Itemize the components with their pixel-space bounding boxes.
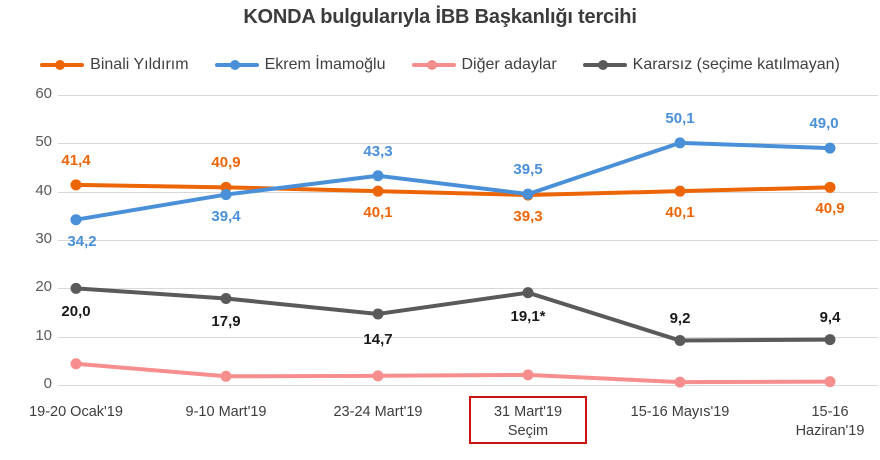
gridline: [58, 143, 878, 145]
data-point[interactable]: [522, 369, 534, 381]
data-point-label: 14,7: [363, 330, 393, 348]
data-point[interactable]: [372, 308, 384, 320]
x-axis-label: 23-24 Mart'19: [333, 404, 423, 420]
data-point-label: 39,3: [513, 208, 543, 226]
data-point-label: 41,4: [61, 151, 91, 169]
data-point[interactable]: [674, 185, 686, 197]
legend-label: Ekrem İmamoğlu: [264, 56, 386, 73]
y-axis-tick-label: 50: [35, 133, 52, 151]
data-point-label: 50,1: [665, 109, 695, 127]
data-point[interactable]: [220, 189, 232, 201]
data-point-label: 20,0: [61, 303, 91, 321]
data-point-label: 40,9: [211, 154, 241, 172]
gridline: [58, 336, 878, 338]
data-point[interactable]: [522, 188, 534, 200]
data-point-label: 34,2: [67, 232, 97, 250]
data-point[interactable]: [70, 179, 82, 191]
gridline: [58, 288, 878, 290]
data-point[interactable]: [70, 214, 82, 226]
data-point-label: 9,4: [819, 308, 841, 326]
data-point[interactable]: [70, 282, 82, 294]
data-point-label: 9,2: [669, 309, 691, 327]
data-point-label: 40,1: [363, 204, 393, 222]
gridline: [58, 385, 878, 386]
series-line: [74, 286, 832, 343]
data-point[interactable]: [372, 185, 384, 197]
gridline: [58, 95, 878, 96]
legend-marker-icon: [582, 58, 627, 72]
legend-label: Kararsız (seçime katılmayan): [632, 56, 840, 73]
data-point-label: 39,4: [211, 207, 241, 225]
data-point[interactable]: [674, 376, 686, 388]
data-point[interactable]: [70, 358, 82, 370]
legend-marker-icon: [214, 58, 259, 72]
data-point-label: 39,5: [513, 161, 543, 179]
data-point-label: 40,9: [815, 200, 845, 218]
y-axis-tick-label: 20: [35, 278, 52, 296]
x-axis-label: 15-16 Mayıs'19: [630, 404, 730, 420]
y-axis-tick-label: 0: [43, 375, 52, 392]
gridline: [58, 240, 878, 241]
legend-item-3[interactable]: Diğer adaylar: [411, 56, 557, 74]
series-line: [74, 140, 832, 222]
data-point-label: 17,9: [211, 313, 241, 331]
chart-legend: Binali Yıldırım Ekrem İmamoğlu Diğer adayl…: [0, 56, 880, 74]
data-point[interactable]: [220, 370, 232, 382]
legend-marker-icon: [411, 58, 456, 72]
legend-label: Binali Yıldırım: [90, 56, 189, 73]
x-axis-label: 15-16 Haziran'19: [795, 404, 865, 439]
y-axis-tick-label: 60: [35, 85, 52, 102]
legend-label: Diğer adaylar: [461, 56, 557, 73]
series-line: [74, 361, 832, 385]
legend-item-4[interactable]: Kararsız (seçime katılmayan): [582, 56, 840, 74]
data-point-label: 19,1*: [510, 307, 546, 325]
y-axis-tick-label: 30: [35, 230, 52, 247]
data-point-label: 40,1: [665, 204, 695, 222]
page-title: KONDA bulgularıyla İBB Başkanlığı tercih…: [243, 6, 637, 28]
x-axis-highlight-box: [469, 396, 587, 444]
y-axis-tick-label: 40: [35, 181, 52, 199]
data-point[interactable]: [824, 142, 836, 154]
data-point[interactable]: [220, 292, 232, 304]
x-axis-label: 31 Mart'19 Seçim: [493, 404, 563, 439]
data-point[interactable]: [824, 181, 836, 193]
x-axis-label: 9-10 Mart'19: [185, 404, 267, 420]
data-point-label: 49,0: [809, 115, 839, 133]
data-point-label: 43,3: [363, 142, 393, 160]
data-point[interactable]: [674, 335, 686, 347]
data-point[interactable]: [674, 137, 686, 149]
legend-item-2[interactable]: Ekrem İmamoğlu: [214, 56, 386, 74]
legend-item-1[interactable]: Binali Yıldırım: [40, 56, 189, 74]
data-point[interactable]: [372, 370, 384, 382]
data-point[interactable]: [372, 170, 384, 182]
data-point[interactable]: [522, 287, 534, 299]
y-axis-tick-label: 10: [35, 326, 52, 344]
series-line: [74, 182, 832, 198]
data-point[interactable]: [824, 376, 836, 388]
legend-marker-icon: [40, 58, 85, 72]
x-axis-label: 19-20 Ocak'19: [29, 404, 123, 420]
data-point[interactable]: [824, 334, 836, 346]
